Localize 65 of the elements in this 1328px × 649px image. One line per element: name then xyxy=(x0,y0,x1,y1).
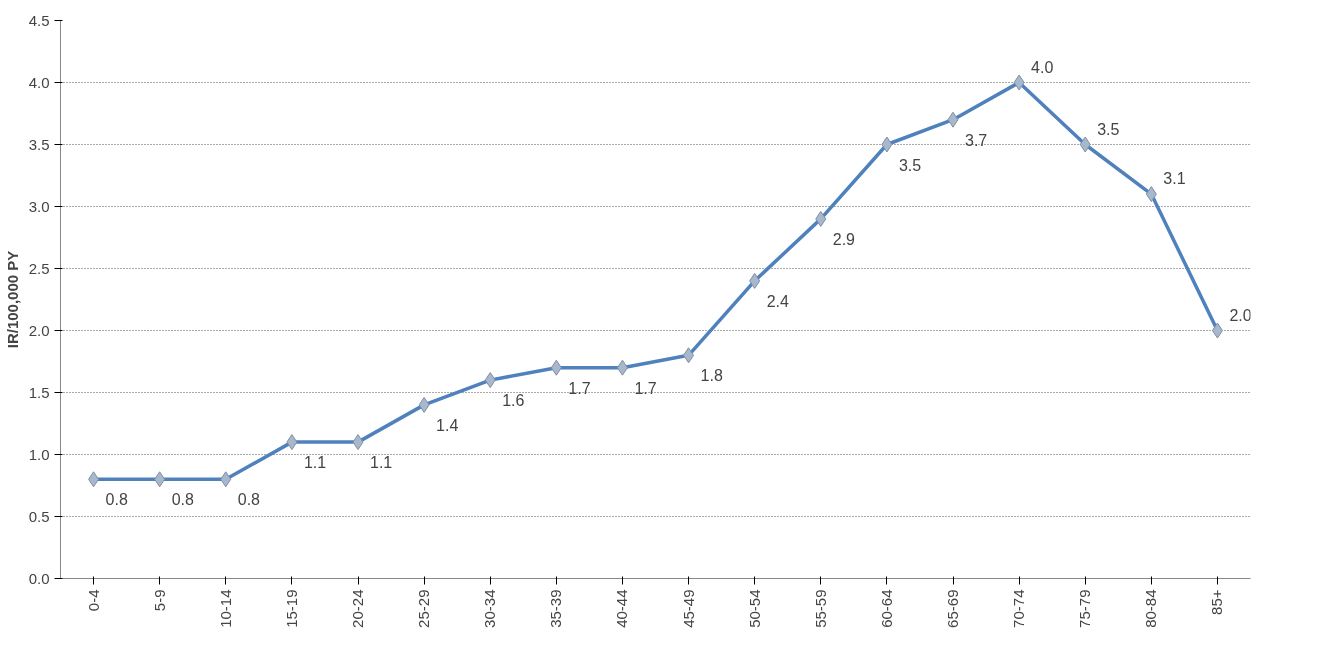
point xyxy=(1013,74,1025,91)
x-tick-label: 45-49 xyxy=(679,589,697,628)
data-label: 3.5 xyxy=(1097,120,1120,138)
data-label: 1.6 xyxy=(502,392,525,410)
y-tick-label: 0.0 xyxy=(28,569,50,587)
point xyxy=(1145,186,1157,203)
point xyxy=(616,359,628,376)
x-tick-label: 35-39 xyxy=(547,589,565,628)
y-tick-label: 3.0 xyxy=(28,197,50,215)
point xyxy=(220,471,232,488)
point xyxy=(815,210,827,227)
y-tick-label: 3.5 xyxy=(28,135,50,153)
data-label: 1.1 xyxy=(303,454,327,472)
data-label: 0.8 xyxy=(237,491,261,509)
y-tick-label: 1.0 xyxy=(28,445,50,463)
y-tick-label: 1.5 xyxy=(28,383,50,401)
x-tick-label: 10-14 xyxy=(216,589,234,628)
y-tick-label: 4.0 xyxy=(28,73,50,91)
x-tick-label: 15-19 xyxy=(282,589,300,628)
data-label: 2.9 xyxy=(832,230,856,248)
x-tick-label: 70-74 xyxy=(1010,589,1028,628)
point xyxy=(418,396,430,413)
x-tick-label: 20-24 xyxy=(349,589,366,628)
point xyxy=(1211,322,1223,339)
x-tick-label: 5-9 xyxy=(150,589,168,612)
data-label: 2.0 xyxy=(1229,306,1252,324)
data-label: 3.5 xyxy=(898,156,922,174)
data-label: 4.0 xyxy=(1031,58,1054,76)
data-label: 3.1 xyxy=(1163,170,1186,188)
x-tick-label: 75-79 xyxy=(1076,589,1094,628)
point xyxy=(484,372,496,389)
x-tick-label: 0-4 xyxy=(84,589,102,612)
point xyxy=(286,434,298,451)
point xyxy=(1079,136,1091,153)
x-tick-label: 30-34 xyxy=(481,589,499,628)
x-tick-label: 85+ xyxy=(1208,589,1226,615)
data-label: 1.1 xyxy=(370,454,393,472)
x-tick-label: 25-29 xyxy=(415,589,433,628)
point xyxy=(683,347,695,364)
y-tick-label: 2.0 xyxy=(28,321,50,339)
data-label: 1.8 xyxy=(700,367,723,385)
point xyxy=(352,434,364,451)
data-label: 3.7 xyxy=(965,131,988,149)
point xyxy=(88,471,100,488)
data-label: 2.4 xyxy=(766,292,790,310)
data-label: 0.8 xyxy=(105,491,128,509)
x-tick-label: 55-59 xyxy=(811,589,829,628)
data-label: 1.7 xyxy=(634,379,657,397)
x-tick-label: 65-69 xyxy=(944,589,961,628)
data-label: 0.8 xyxy=(171,491,195,509)
x-tick-label: 80-84 xyxy=(1142,589,1160,628)
point xyxy=(154,471,166,488)
data-label: 1.4 xyxy=(436,416,459,434)
point xyxy=(749,272,761,289)
y-axis-title: IR/100,000 PY xyxy=(3,250,21,349)
x-tick-label: 40-44 xyxy=(613,589,631,628)
y-tick-label: 4.5 xyxy=(28,11,50,29)
x-tick-label: 60-64 xyxy=(877,589,895,628)
point xyxy=(881,136,893,153)
point xyxy=(947,111,959,128)
point xyxy=(550,359,562,376)
y-tick-label: 0.5 xyxy=(28,507,50,525)
data-label: 1.7 xyxy=(568,379,591,397)
y-tick-label: 2.5 xyxy=(28,259,50,277)
x-tick-label: 50-54 xyxy=(745,589,763,628)
